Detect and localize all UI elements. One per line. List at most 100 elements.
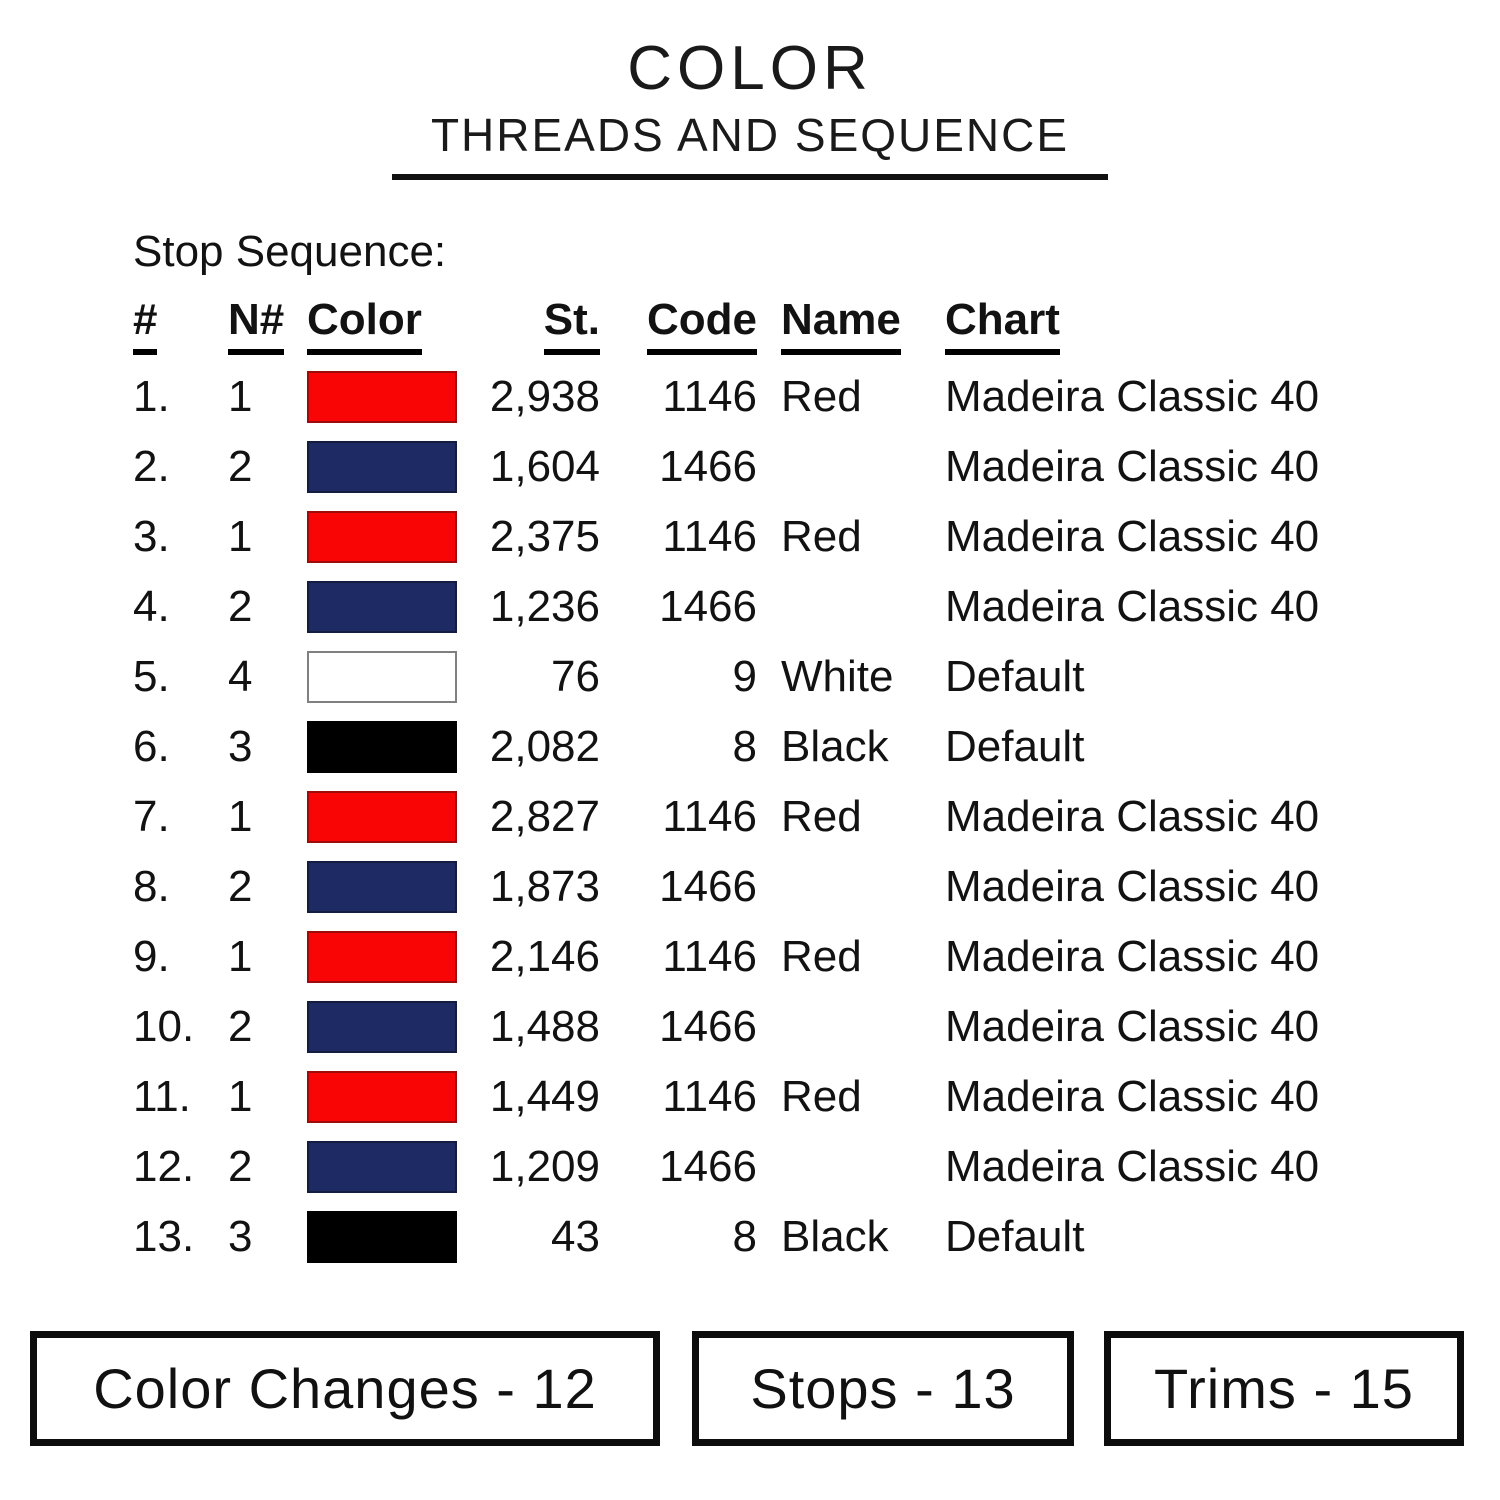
table-header-row: # N# Color St. Code Name Chart (133, 288, 1463, 362)
color-swatch (307, 1211, 457, 1264)
thread-chart: Madeira Classic 40 (945, 582, 1320, 632)
stitch-count: 1,488 (489, 1002, 600, 1052)
color-swatch-cell (307, 721, 460, 774)
color-swatch-cell (307, 651, 460, 704)
thread-chart: Madeira Classic 40 (945, 442, 1320, 492)
color-swatch (307, 511, 457, 564)
color-name: Black (781, 1212, 889, 1262)
row-number: 9. (133, 932, 170, 982)
color-swatch (307, 861, 457, 914)
color-name: Red (781, 512, 862, 562)
thread-code: 9 (732, 652, 757, 702)
needle-number: 4 (228, 652, 253, 702)
color-changes-label: Color Changes - 12 (93, 1357, 597, 1420)
color-swatch-cell (307, 511, 460, 564)
thread-chart: Default (945, 722, 1085, 772)
table-row: 13. 3 43 8 Black Default (133, 1202, 1463, 1272)
thread-chart: Default (945, 652, 1085, 702)
row-number: 1. (133, 372, 170, 422)
color-name: Red (781, 1072, 862, 1122)
page-title: COLOR (627, 34, 873, 103)
row-number: 10. (133, 1002, 195, 1052)
thread-code: 1466 (659, 582, 757, 632)
table-row: 8. 2 1,873 1466 Madeira Classic 40 (133, 852, 1463, 922)
table-row: 3. 1 2,375 1146 Red Madeira Classic 40 (133, 502, 1463, 572)
header: COLOR THREADS AND SEQUENCE (0, 0, 1500, 181)
row-number: 7. (133, 792, 170, 842)
color-swatch-cell (307, 1211, 460, 1264)
thread-code: 1466 (659, 862, 757, 912)
thread-code: 8 (732, 1212, 757, 1262)
stitch-count: 2,146 (489, 932, 600, 982)
header-color: Color (307, 295, 460, 356)
trims-label: Trims - 15 (1154, 1357, 1414, 1420)
color-swatch-cell (307, 1001, 460, 1054)
color-swatch (307, 371, 457, 424)
table-row: 1. 1 2,938 1146 Red Madeira Classic 40 (133, 362, 1463, 432)
thread-chart: Madeira Classic 40 (945, 1002, 1320, 1052)
stitch-count: 1,236 (489, 582, 600, 632)
stitch-count: 2,938 (489, 372, 600, 422)
header-chart: Chart (945, 295, 1463, 356)
color-name: Red (781, 932, 862, 982)
needle-number: 1 (228, 932, 253, 982)
needle-number: 2 (228, 442, 253, 492)
color-swatch-cell (307, 1141, 460, 1194)
page-subtitle: THREADS AND SEQUENCE (430, 109, 1070, 162)
color-swatch (307, 791, 457, 844)
thread-chart: Madeira Classic 40 (945, 792, 1320, 842)
thread-code: 1146 (662, 512, 757, 562)
row-number: 2. (133, 442, 170, 492)
color-swatch (307, 651, 457, 704)
header-code: Code (600, 295, 757, 356)
header-needle: N# (228, 295, 307, 356)
needle-number: 1 (228, 372, 253, 422)
row-number: 11. (133, 1072, 191, 1122)
thread-code: 1466 (659, 1002, 757, 1052)
thread-chart: Madeira Classic 40 (945, 932, 1320, 982)
color-name: Red (781, 372, 862, 422)
thread-code: 1466 (659, 1142, 757, 1192)
needle-number: 2 (228, 1002, 253, 1052)
thread-chart: Madeira Classic 40 (945, 1142, 1320, 1192)
stitch-count: 1,449 (489, 1072, 600, 1122)
color-swatch (307, 1071, 457, 1124)
stitch-count: 1,604 (489, 442, 600, 492)
color-swatch-cell (307, 371, 460, 424)
needle-number: 1 (228, 792, 253, 842)
table-row: 6. 3 2,082 8 Black Default (133, 712, 1463, 782)
stitch-count: 1,873 (489, 862, 600, 912)
thread-code: 1466 (659, 442, 757, 492)
color-swatch (307, 1001, 457, 1054)
thread-code: 1146 (662, 1072, 757, 1122)
color-swatch-cell (307, 581, 460, 634)
stop-sequence-label: Stop Sequence: (133, 227, 447, 277)
needle-number: 1 (228, 512, 253, 562)
trims-box: Trims - 15 (1104, 1331, 1464, 1446)
thread-chart: Madeira Classic 40 (945, 372, 1320, 422)
color-swatch-cell (307, 931, 460, 984)
stitch-count: 1,209 (489, 1142, 600, 1192)
thread-table: # N# Color St. Code Name Chart 1. 1 2,93… (133, 288, 1463, 1272)
color-swatch (307, 931, 457, 984)
color-swatch (307, 721, 457, 774)
stitch-count: 76 (551, 652, 600, 702)
needle-number: 3 (228, 1212, 253, 1262)
row-number: 4. (133, 582, 170, 632)
needle-number: 2 (228, 862, 253, 912)
table-body: 1. 1 2,938 1146 Red Madeira Classic 40 2… (133, 362, 1463, 1272)
needle-number: 3 (228, 722, 253, 772)
table-row: 5. 4 76 9 White Default (133, 642, 1463, 712)
title-underline (392, 174, 1108, 181)
stop-sequence-section: Stop Sequence: # N# Color St. Code Name … (0, 226, 1500, 1272)
thread-code: 1146 (662, 932, 757, 982)
header-number: # (133, 295, 228, 356)
stitch-count: 2,082 (489, 722, 600, 772)
color-swatch (307, 441, 457, 494)
summary-row: Color Changes - 12 Stops - 13 Trims - 15 (30, 1331, 1464, 1446)
color-swatch-cell (307, 1071, 460, 1124)
stitch-count: 2,827 (489, 792, 600, 842)
table-row: 7. 1 2,827 1146 Red Madeira Classic 40 (133, 782, 1463, 852)
thread-code: 8 (732, 722, 757, 772)
